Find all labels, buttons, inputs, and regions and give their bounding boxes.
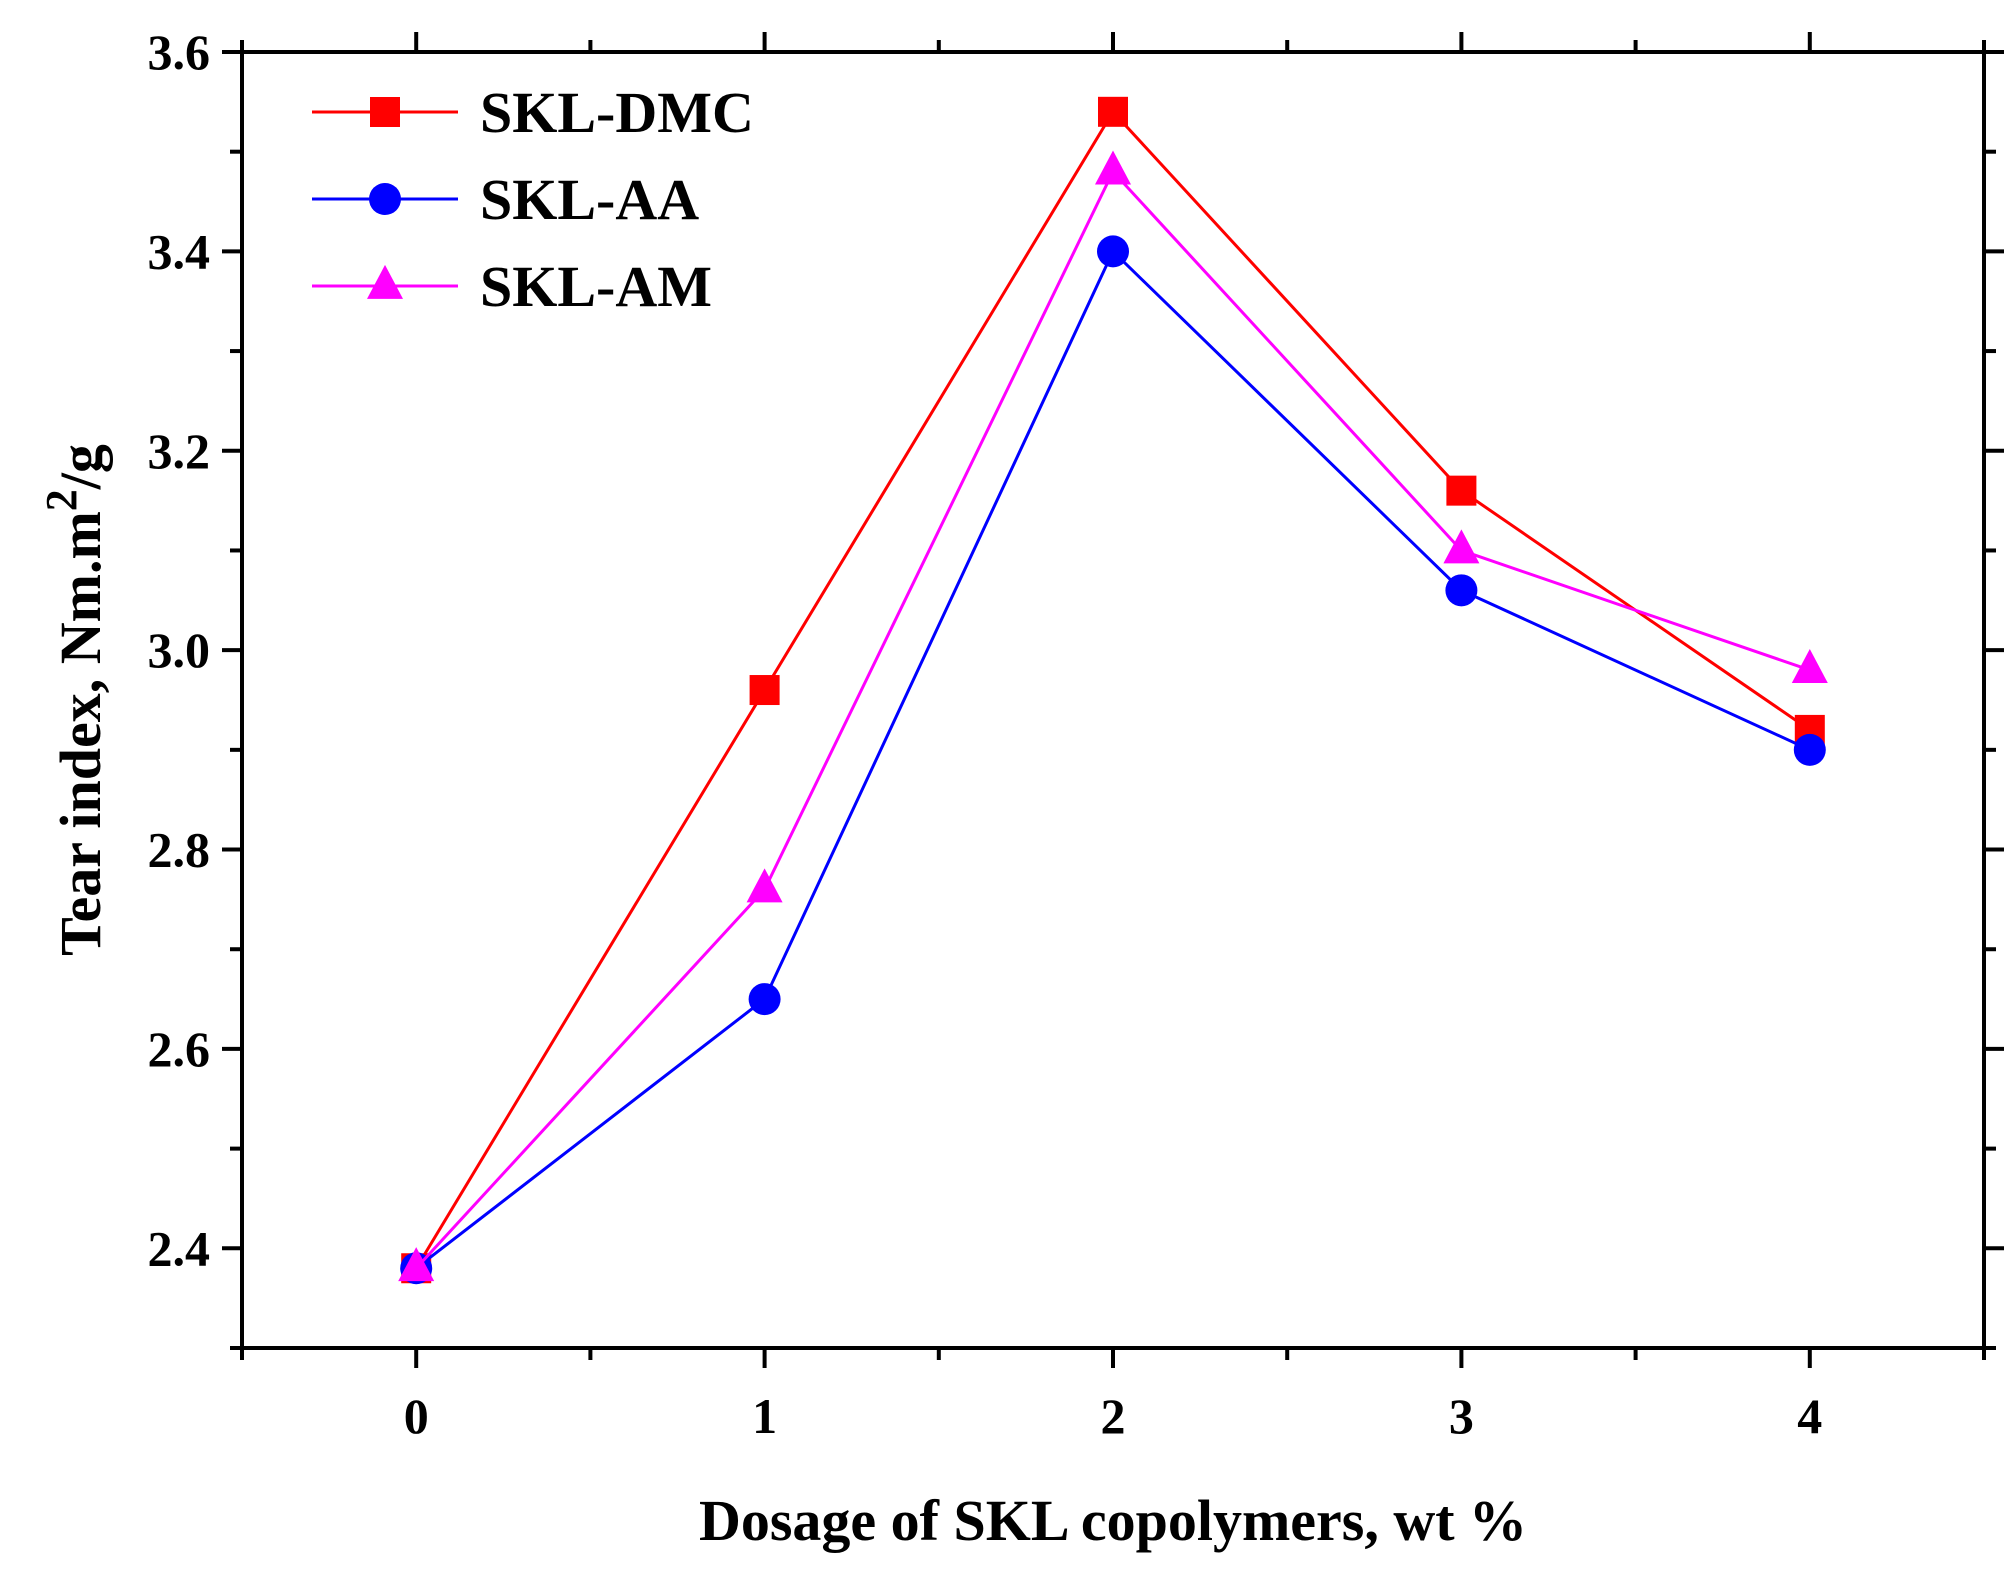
- y-tick-label: 3.4: [148, 223, 211, 279]
- y-tick-label: 2.6: [148, 1021, 211, 1077]
- y-axis-title: Tear index, Nm.m2/g: [37, 444, 113, 956]
- legend-label: SKL-AM: [480, 254, 712, 319]
- legend-marker: [367, 264, 403, 299]
- data-point: [748, 983, 781, 1016]
- legend-item: SKL-AM: [312, 254, 712, 319]
- legend-item: SKL-DMC: [312, 80, 754, 145]
- x-tick-label: 0: [404, 1388, 429, 1444]
- x-axis-title: Dosage of SKL copolymers, wt %: [699, 1488, 1527, 1553]
- y-axis: 2.4 2.6 2.8 3.0 3.2 3.4 3.6: [148, 24, 2004, 1350]
- y-tick-label: 2.4: [148, 1220, 211, 1276]
- y-tick-label: 3.2: [148, 423, 211, 479]
- legend-item: SKL-AA: [312, 167, 699, 232]
- data-point: [1097, 235, 1129, 268]
- data-point: [1445, 574, 1478, 607]
- series-skl-am: [398, 150, 1828, 1282]
- y-tick-label: 2.8: [148, 822, 211, 878]
- x-tick-label: 3: [1449, 1388, 1474, 1444]
- data-point: [1446, 475, 1477, 506]
- legend-label: SKL-AA: [480, 167, 699, 232]
- y-axis-title-suffix: /g: [48, 444, 113, 490]
- y-axis-title-superscript: 2: [37, 489, 86, 511]
- legend-marker: [370, 97, 400, 127]
- data-point: [1791, 649, 1828, 684]
- series-line: [415, 168, 1811, 1270]
- data-point: [746, 868, 783, 903]
- series-line: [415, 248, 1811, 1270]
- x-tick-label: 4: [1797, 1388, 1822, 1444]
- legend: SKL-DMC SKL-AA SKL-AM: [312, 80, 754, 319]
- legend-label: SKL-DMC: [480, 80, 754, 145]
- data-point: [398, 1247, 435, 1282]
- series-skl-aa: [400, 235, 1826, 1285]
- data-point: [1095, 150, 1131, 185]
- data-point: [1098, 96, 1128, 127]
- x-axis: 0 1 2 3 4: [240, 32, 1986, 1444]
- y-axis-title-main: Tear index, Nm.m: [48, 511, 113, 956]
- data-point: [749, 675, 780, 706]
- x-tick-label: 2: [1101, 1388, 1126, 1444]
- legend-marker: [369, 183, 401, 215]
- y-tick-label: 3.0: [148, 622, 211, 678]
- series-layer: [398, 96, 1828, 1285]
- x-tick-label: 1: [752, 1388, 777, 1444]
- data-point: [1443, 529, 1480, 564]
- data-point: [1793, 733, 1826, 766]
- y-tick-label: 3.6: [148, 24, 211, 80]
